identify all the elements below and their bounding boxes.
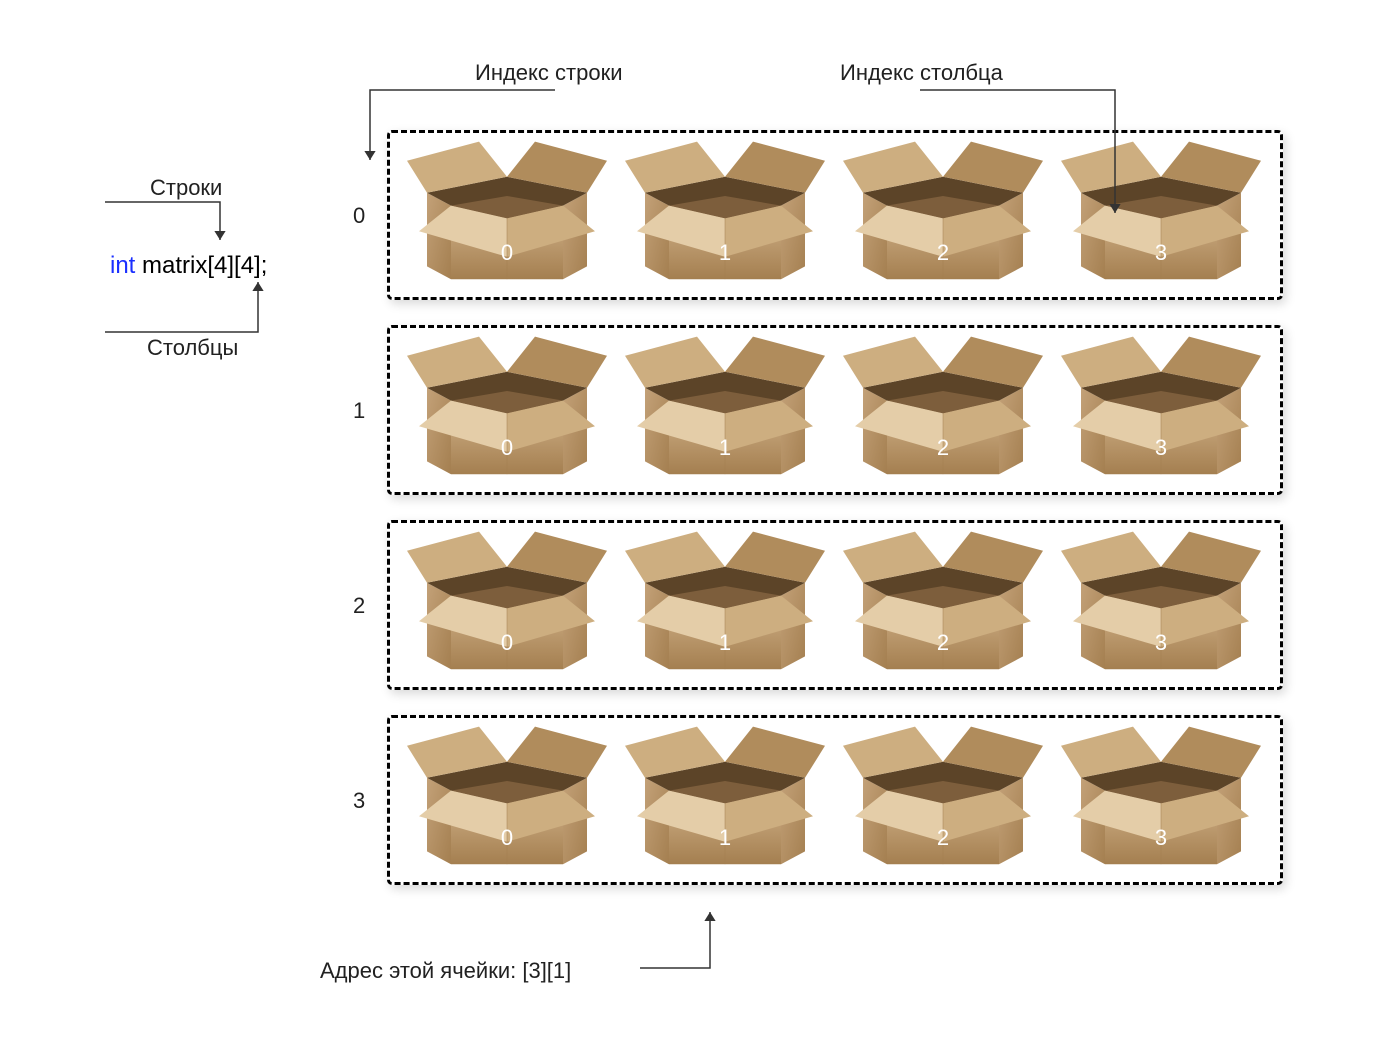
box-col-index: 0 — [407, 630, 607, 656]
box-col-index: 0 — [407, 240, 607, 266]
matrix-cell-box: 0 — [407, 132, 607, 292]
box-col-index: 2 — [843, 825, 1043, 851]
matrix-cell-box: 0 — [407, 522, 607, 682]
row-index-label: 2 — [353, 593, 365, 619]
matrix-cell-box: 1 — [625, 132, 825, 292]
matrix-cell-box: 1 — [625, 327, 825, 487]
box-col-index: 3 — [1061, 435, 1261, 461]
matrix-cell-box: 2 — [843, 522, 1043, 682]
matrix-cell-box: 0 — [407, 717, 607, 877]
row-index-label: 3 — [353, 788, 365, 814]
row-index-title: Индекс строки — [475, 60, 622, 86]
box-col-index: 2 — [843, 240, 1043, 266]
matrix-cell-box: 1 — [625, 717, 825, 877]
code-rest: matrix[4][4]; — [135, 252, 267, 279]
box-col-index: 2 — [843, 435, 1043, 461]
box-col-index: 1 — [625, 435, 825, 461]
box-col-index: 0 — [407, 825, 607, 851]
row-index-label: 1 — [353, 398, 365, 424]
matrix-cell-box: 3 — [1061, 522, 1261, 682]
box-col-index: 3 — [1061, 825, 1261, 851]
row-index-label: 0 — [353, 203, 365, 229]
box-col-index: 1 — [625, 630, 825, 656]
code-declaration: int matrix[4][4]; — [110, 252, 267, 280]
matrix-cell-box: 0 — [407, 327, 607, 487]
box-col-index: 1 — [625, 240, 825, 266]
box-col-index: 0 — [407, 435, 607, 461]
cols-word-label: Столбцы — [147, 335, 238, 361]
cell-address-label: Адрес этой ячейки: [3][1] — [320, 958, 571, 984]
rows-word-label: Строки — [150, 175, 222, 201]
col-index-title: Индекс столбца — [840, 60, 1003, 86]
box-col-index: 2 — [843, 630, 1043, 656]
matrix-cell-box: 2 — [843, 327, 1043, 487]
diagram-canvas: Индекс строки Индекс столбца Строки int … — [0, 0, 1400, 1050]
matrix-cell-box: 3 — [1061, 327, 1261, 487]
matrix-cell-box: 1 — [625, 522, 825, 682]
matrix-cell-box: 3 — [1061, 717, 1261, 877]
code-keyword: int — [110, 252, 135, 279]
box-col-index: 3 — [1061, 240, 1261, 266]
box-col-index: 1 — [625, 825, 825, 851]
matrix-cell-box: 3 — [1061, 132, 1261, 292]
matrix-cell-box: 2 — [843, 132, 1043, 292]
box-col-index: 3 — [1061, 630, 1261, 656]
matrix-cell-box: 2 — [843, 717, 1043, 877]
